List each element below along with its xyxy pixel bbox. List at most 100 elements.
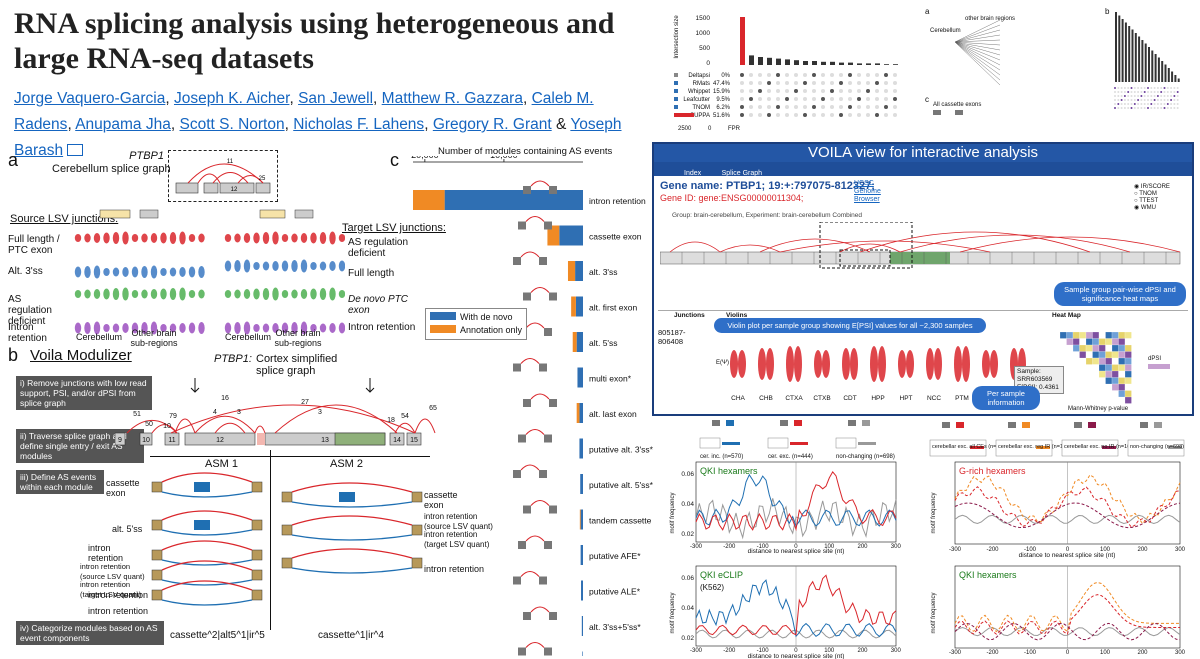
- violin: [93, 321, 101, 335]
- bar-annotation: [567, 261, 576, 281]
- violin: [169, 288, 177, 300]
- panel-a-gene: PTBP1: [129, 150, 164, 162]
- violin: [131, 234, 139, 242]
- side-dot: [1127, 103, 1130, 105]
- arc-label: 18: [387, 417, 395, 424]
- event-glyph-exon: [518, 221, 526, 230]
- legend-exon: [712, 420, 720, 426]
- x-tick-label: 300: [1175, 650, 1186, 656]
- arc-label: 51: [133, 411, 141, 418]
- upset-percent: 47.4%: [713, 81, 731, 87]
- heat-cell: [1118, 370, 1126, 378]
- event-glyph-exon: [544, 221, 552, 230]
- side-dot: [1166, 91, 1169, 93]
- event-left-2: alt. 5'ss: [112, 524, 143, 534]
- author-link[interactable]: Anupama Jha: [75, 116, 171, 133]
- ucsc-link[interactable]: UCSC Genome Browser: [854, 180, 881, 203]
- violin: [253, 232, 260, 244]
- event-right-3: intron retention (target LSV quant): [424, 530, 490, 549]
- cassette-left-start: [151, 481, 163, 493]
- author-link[interactable]: Jorge Vaquero-Garcia: [14, 90, 166, 107]
- side-dot: [1153, 87, 1156, 89]
- heat-cell: [1124, 338, 1132, 346]
- event-glyph-exon: [513, 470, 521, 478]
- x-cerebellum-right: Cerebellum: [225, 332, 272, 342]
- x-axis-label: distance to nearest splice site (nt): [748, 653, 845, 659]
- violin: [169, 267, 177, 277]
- x-tick-label: -100: [1024, 547, 1037, 553]
- upset-dot: [740, 81, 744, 85]
- author-link[interactable]: Matthew R. Gazzara: [381, 90, 523, 107]
- splice-graph-box: [168, 150, 278, 202]
- option-1[interactable]: ◉ IR/SCORE: [1134, 184, 1170, 190]
- asm-axis: [150, 456, 430, 457]
- voila-green-exon: [890, 252, 950, 264]
- upset-dot: [848, 105, 852, 109]
- legend-label: non-changing (n=698): [1130, 444, 1184, 450]
- bar-denovo: [579, 403, 583, 423]
- author-link[interactable]: Yoseph Barash: [14, 116, 622, 159]
- voila-violin: [982, 350, 990, 378]
- upset-dot: [785, 97, 789, 101]
- violin: [272, 323, 279, 333]
- source-exon-2: [139, 209, 159, 219]
- violin: [131, 266, 139, 278]
- legend-swatch: [790, 442, 808, 445]
- upset-dot: [884, 89, 888, 93]
- voila-violin-row: E(Ψ)CHACHBCTXACTXBCDTHPPHPTNCCPTMSPCAMY: [716, 346, 1026, 402]
- option-4-label: WMU: [1140, 205, 1156, 211]
- upset-dot: [767, 73, 771, 77]
- upset-dot: [866, 73, 870, 77]
- nav-splice-graph[interactable]: Splice Graph: [721, 170, 763, 177]
- voila-group-label: CDT: [843, 395, 856, 402]
- option-2[interactable]: ○ TNOM: [1134, 191, 1157, 197]
- side-dot: [1173, 99, 1176, 101]
- author-link[interactable]: Scott S. Norton: [179, 116, 285, 133]
- heat-cell: [1079, 344, 1087, 352]
- category-label: putative ALE*: [589, 587, 641, 597]
- option-4[interactable]: ◉ WMU: [1134, 205, 1156, 211]
- upset-percent: 9.5%: [716, 97, 730, 103]
- upset-bar: [749, 55, 754, 65]
- nav-index[interactable]: Index: [684, 170, 702, 177]
- event-glyph-exon: [523, 505, 531, 514]
- junction-arc: [214, 422, 246, 434]
- heat-cell: [1118, 331, 1126, 339]
- side-dot: [1140, 103, 1143, 105]
- side-dot: [1123, 91, 1126, 93]
- side-dot: [1147, 87, 1149, 89]
- author-link[interactable]: Caleb M. Radens: [14, 90, 594, 133]
- upset-bar: [803, 61, 808, 65]
- bar-denovo: [581, 616, 583, 636]
- violin: [243, 259, 251, 273]
- right-row-labels: AS regulation deficient Full length De n…: [348, 237, 428, 350]
- upset-bar: [857, 63, 862, 65]
- side-dot: [1170, 91, 1173, 93]
- violin: [179, 267, 186, 277]
- upset-dot: [794, 105, 798, 109]
- legend-swatch: [970, 446, 984, 449]
- violin: [141, 233, 148, 243]
- side-dot: [1114, 87, 1116, 89]
- arc-label: 16: [221, 395, 229, 402]
- violin: [198, 266, 205, 278]
- side-dot: [1140, 95, 1143, 97]
- side-dot: [1156, 95, 1159, 97]
- violin: [281, 322, 289, 334]
- side-dot: [1130, 91, 1133, 93]
- violin: [141, 266, 148, 278]
- upset-dot: [794, 97, 798, 101]
- email-icon[interactable]: [67, 144, 84, 156]
- option-3[interactable]: ○ TTEST: [1134, 198, 1159, 204]
- ir2-end: [251, 569, 263, 581]
- author-link[interactable]: Joseph K. Aicher: [173, 90, 290, 107]
- author-link[interactable]: San Jewell: [298, 90, 374, 107]
- side-dot: [1160, 107, 1163, 109]
- author-link[interactable]: Gregory R. Grant: [432, 116, 552, 133]
- heat-cell: [1098, 351, 1106, 359]
- upset-set-bar: [674, 113, 694, 117]
- side-bar: [1174, 75, 1177, 82]
- author-link[interactable]: Nicholas F. Lahens: [293, 116, 425, 133]
- motif-line: [954, 486, 1181, 528]
- violin: [329, 261, 336, 271]
